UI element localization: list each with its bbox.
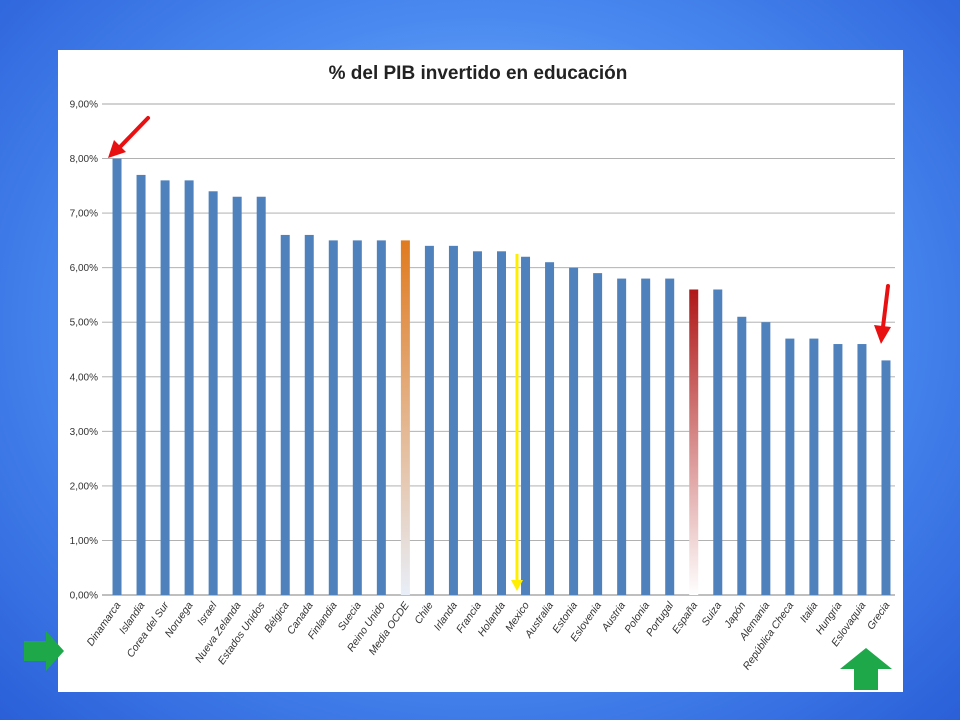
x-tick-label: España xyxy=(670,600,700,636)
x-tick-label: Suiza xyxy=(699,600,724,629)
bar-japón xyxy=(737,316,747,595)
x-tick-label: Chile xyxy=(412,600,436,627)
bar-irlanda xyxy=(448,245,458,595)
bar-portugal xyxy=(665,278,675,595)
bar-grecia xyxy=(881,360,891,595)
bar-australia xyxy=(545,262,555,595)
x-tick-label: Grecia xyxy=(865,600,893,632)
bar-italia xyxy=(809,338,819,595)
y-tick-label: 0,00% xyxy=(70,591,98,602)
bar-austria xyxy=(617,278,627,595)
bar-bélgica xyxy=(280,234,290,595)
y-tick-label: 7,00% xyxy=(70,209,98,220)
y-tick-label: 5,00% xyxy=(70,318,98,329)
y-tick-label: 4,00% xyxy=(70,372,98,383)
bar-polonia xyxy=(641,278,651,595)
bar-nueva-zelanda xyxy=(232,196,242,595)
x-tick-label: Italia xyxy=(798,600,821,625)
y-tick-label: 1,00% xyxy=(70,536,98,547)
bar-finlandia xyxy=(328,240,338,595)
bar-españa xyxy=(689,289,699,595)
y-tick-label: 9,00% xyxy=(70,100,98,111)
bar-holanda xyxy=(497,251,506,596)
bar-francia xyxy=(472,251,482,596)
bar-islandia xyxy=(136,174,146,595)
bar-suiza xyxy=(713,289,723,595)
bar-media-ocde xyxy=(400,240,410,595)
bar-estonia xyxy=(569,267,579,595)
y-tick-label: 2,00% xyxy=(70,481,98,492)
y-tick-label: 3,00% xyxy=(70,427,98,438)
chart-title: % del PIB invertido en educación xyxy=(329,63,628,84)
bar-canada xyxy=(304,234,314,595)
bar-noruega xyxy=(184,180,194,595)
bars xyxy=(112,158,891,596)
bar-chart: % del PIB invertido en educación 0,00% 1,… xyxy=(70,63,895,672)
bar-corea-del-sur xyxy=(160,180,170,595)
bar-dinamarca xyxy=(112,158,122,596)
bar-chile xyxy=(424,245,434,595)
bar-mexico xyxy=(521,256,531,595)
x-tick-label: Dinamarca xyxy=(85,600,124,649)
y-tick-label: 8,00% xyxy=(70,154,98,165)
bar-hungria xyxy=(833,344,843,595)
bar-eslovaquia xyxy=(857,344,867,595)
bar-israel xyxy=(208,191,218,596)
y-tick-label: 6,00% xyxy=(70,263,98,274)
bar-eslovenia xyxy=(593,273,603,595)
y-axis-ticks: 0,00% 1,00% 2,00% 3,00% 4,00% 5,00% 6,00% 7,00%… xyxy=(70,100,98,602)
bar-alemania xyxy=(761,322,771,595)
bar-suecia xyxy=(352,240,362,595)
bar-república-checa xyxy=(785,338,795,595)
bar-estados-unidos xyxy=(256,196,266,595)
bar-reino-unido xyxy=(376,240,386,595)
chart-panel: % del PIB invertido en educación 0,00% 1,… xyxy=(58,50,903,692)
